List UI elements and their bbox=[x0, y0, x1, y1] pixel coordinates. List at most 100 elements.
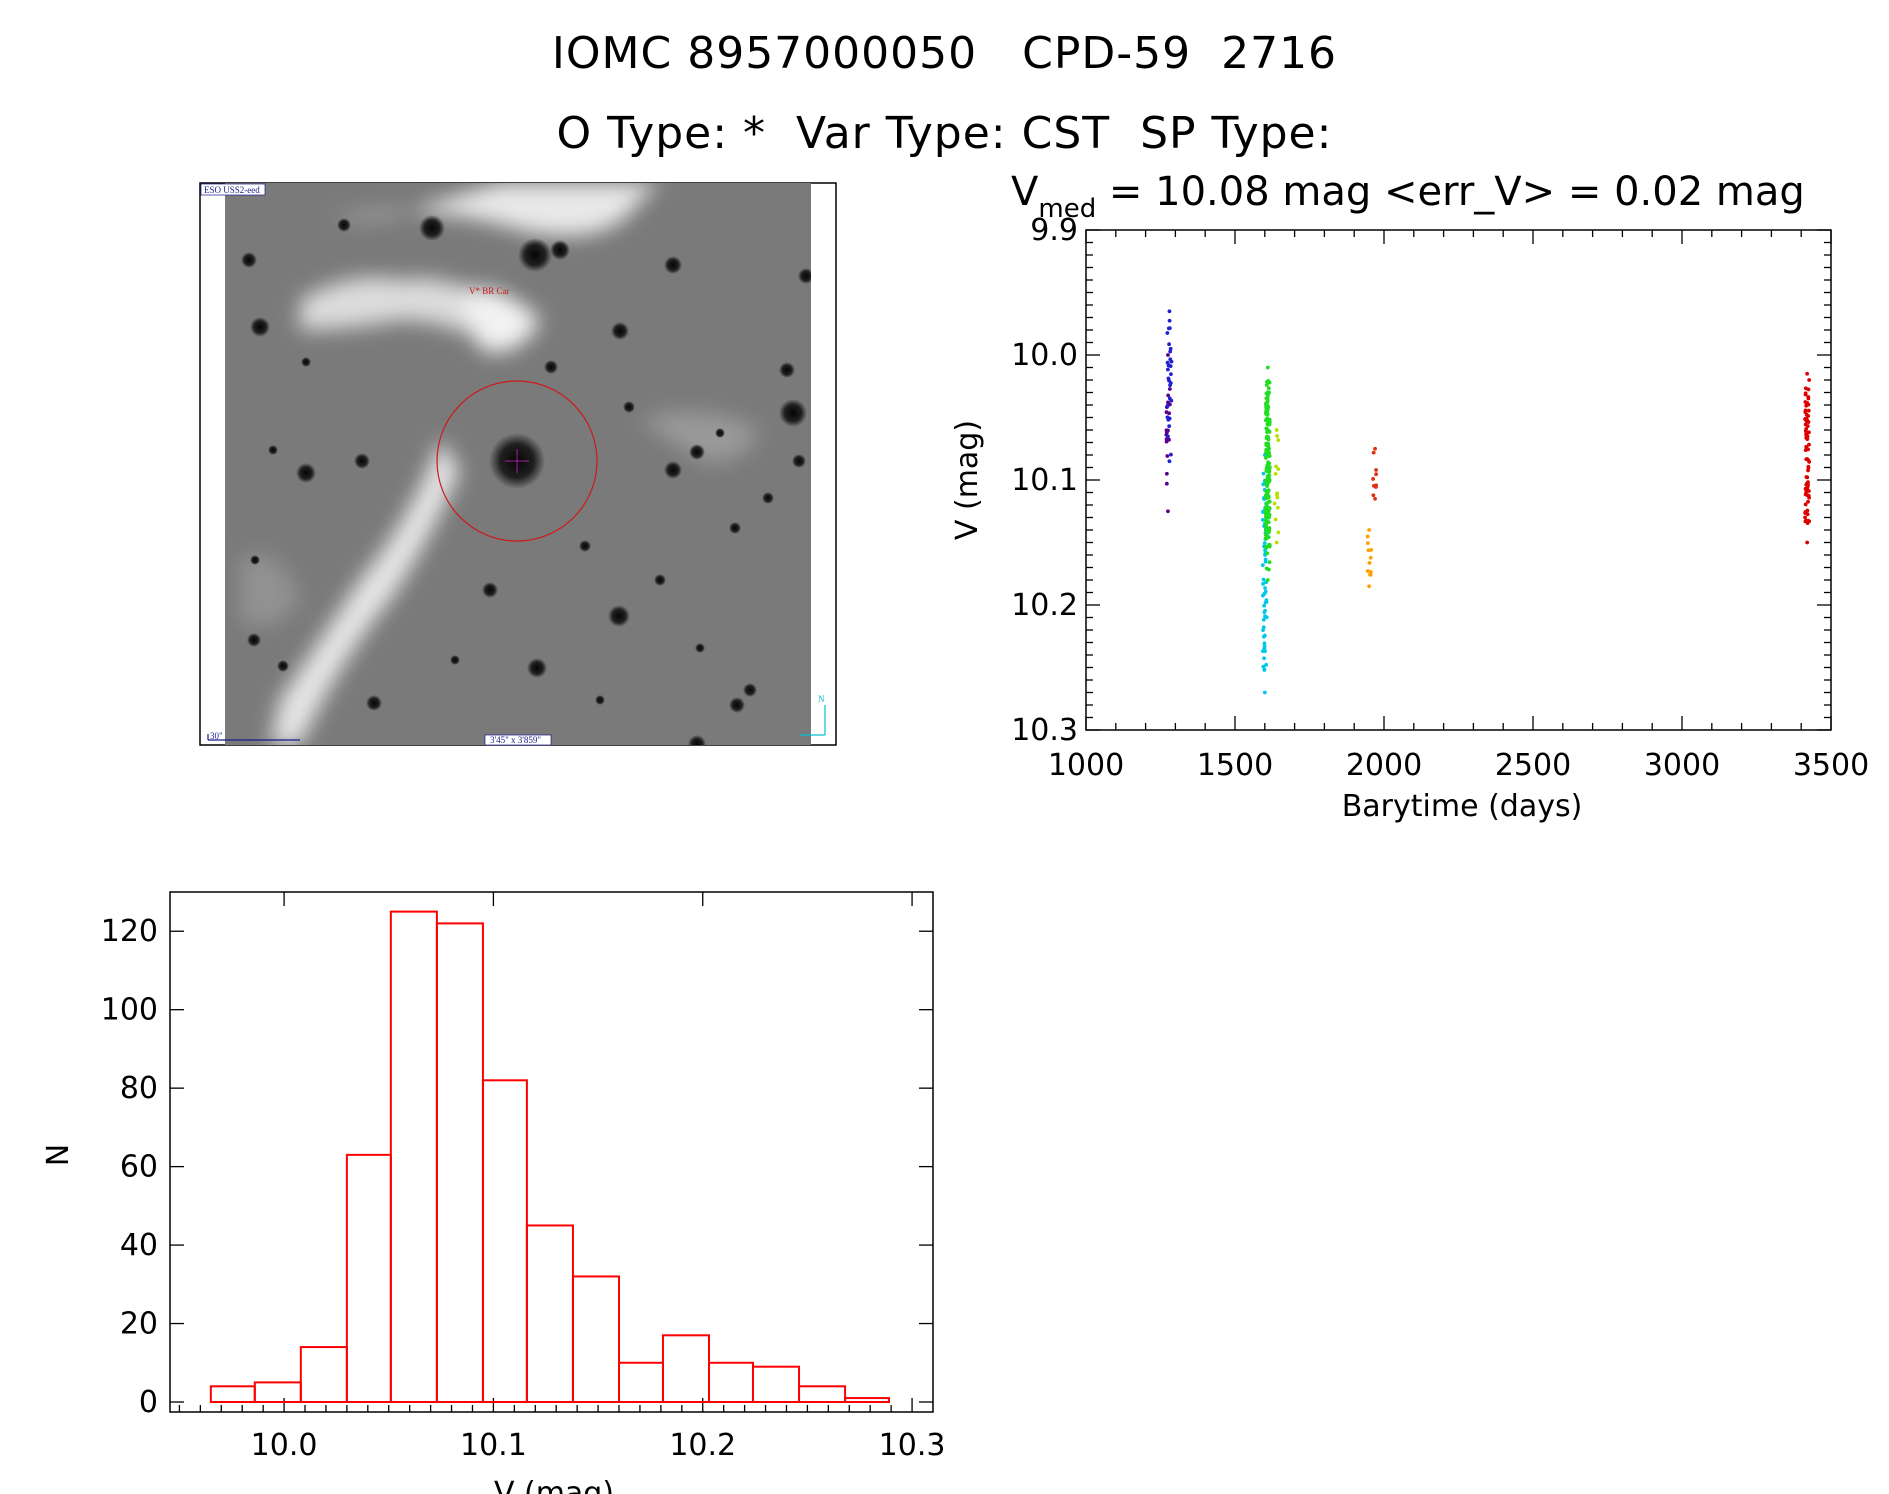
light-curve-point bbox=[1261, 634, 1266, 639]
light-curve-point bbox=[1267, 380, 1272, 385]
light-curve-ytick-label: 10.0 bbox=[1011, 338, 1078, 373]
light-curve-point bbox=[1262, 690, 1267, 695]
light-curve-point bbox=[1167, 459, 1172, 464]
light-curve-point bbox=[1803, 408, 1808, 413]
histogram-frame bbox=[169, 891, 934, 1413]
light-curve-point bbox=[1265, 430, 1269, 434]
light-curve-xlabel: Barytime (days) bbox=[1342, 789, 1583, 824]
light-curve-point bbox=[1261, 577, 1266, 582]
histogram-bar bbox=[481, 1079, 528, 1404]
scale-label: 30" bbox=[210, 731, 223, 741]
light-curve-point bbox=[1265, 412, 1270, 417]
nebula-glow bbox=[240, 183, 760, 745]
light-curve-point bbox=[1803, 502, 1808, 507]
light-curve-point bbox=[1264, 536, 1269, 541]
histogram-bar bbox=[209, 1385, 256, 1404]
light-curve-point bbox=[1263, 559, 1268, 564]
light-curve-point bbox=[1264, 443, 1269, 448]
light-curve-point bbox=[1266, 405, 1271, 410]
light-curve-point bbox=[1164, 471, 1169, 476]
histogram-bar bbox=[708, 1361, 754, 1404]
light-curve-point bbox=[1168, 349, 1173, 354]
light-curve-point bbox=[1264, 450, 1269, 455]
light-curve-point bbox=[1265, 478, 1270, 482]
histogram-bar bbox=[661, 1334, 711, 1404]
light-curve-point bbox=[1265, 416, 1270, 421]
light-curve-point bbox=[1264, 402, 1269, 407]
light-curve-point bbox=[1367, 528, 1371, 532]
light-curve-point bbox=[1164, 410, 1169, 415]
light-curve-point bbox=[1806, 480, 1810, 485]
histogram-bar bbox=[618, 1361, 664, 1404]
light-curve-point bbox=[1266, 393, 1270, 398]
light-curve-point bbox=[1262, 603, 1267, 608]
light-curve-point bbox=[1267, 454, 1272, 458]
light-curve-point bbox=[1273, 517, 1278, 522]
light-curve-point bbox=[1267, 469, 1272, 474]
light-curve-point bbox=[1263, 589, 1268, 594]
light-curve-point bbox=[1275, 495, 1280, 500]
light-curve-ylabel: V (mag) bbox=[950, 420, 985, 540]
fov-label: 3'45" x 3'859" bbox=[490, 735, 541, 745]
light-curve-point bbox=[1264, 408, 1269, 413]
light-curve-point bbox=[1265, 474, 1270, 479]
light-curve-point bbox=[1166, 417, 1171, 422]
light-curve-point bbox=[1168, 357, 1173, 362]
light-curve-point bbox=[1807, 378, 1812, 382]
light-curve-point bbox=[1264, 468, 1269, 473]
light-curve-point bbox=[1262, 644, 1267, 649]
light-curve-point bbox=[1274, 464, 1278, 469]
light-curve-point bbox=[1263, 586, 1267, 590]
survey-label: ESO USS2-eed bbox=[204, 185, 260, 195]
light-curve-point bbox=[1262, 610, 1267, 615]
light-curve-point bbox=[1371, 477, 1376, 481]
histogram-xtick-label: 10.1 bbox=[460, 1428, 527, 1463]
field-stars bbox=[241, 215, 811, 745]
light-curve-point bbox=[1264, 496, 1269, 500]
light-curve-point bbox=[1267, 543, 1272, 547]
light-curve-point bbox=[1368, 555, 1373, 560]
light-curve-point bbox=[1165, 404, 1170, 408]
light-curve-ytick-label: 10.2 bbox=[1011, 588, 1078, 623]
light-curve-point bbox=[1265, 501, 1269, 506]
light-curve-point bbox=[1803, 418, 1808, 422]
light-curve-point bbox=[1272, 501, 1277, 506]
light-curve-point bbox=[1262, 656, 1267, 661]
light-curve-point bbox=[1374, 468, 1378, 472]
light-curve-point bbox=[1169, 452, 1173, 457]
light-curve-xtick-label: 3500 bbox=[1793, 748, 1869, 783]
light-curve-point bbox=[1264, 448, 1269, 452]
light-curve-point bbox=[1167, 424, 1172, 429]
light-curve-point bbox=[1261, 581, 1265, 586]
light-curve-point bbox=[1367, 560, 1372, 565]
light-curve-point bbox=[1804, 489, 1809, 494]
light-curve-point bbox=[1266, 512, 1271, 516]
light-curve-point bbox=[1164, 430, 1169, 435]
light-curve-point bbox=[1805, 457, 1810, 461]
histogram-ytick-label: 120 bbox=[101, 914, 158, 949]
light-curve-point bbox=[1264, 383, 1269, 387]
light-curve-point bbox=[1365, 541, 1370, 546]
histogram-ylabel: N bbox=[41, 1144, 76, 1166]
light-curve-point bbox=[1266, 489, 1270, 494]
histogram-xtick-label: 10.2 bbox=[669, 1428, 736, 1463]
light-curve-point bbox=[1167, 309, 1172, 314]
light-curve-point bbox=[1276, 438, 1281, 443]
light-curve-point bbox=[1262, 667, 1267, 672]
light-curve-point bbox=[1265, 578, 1270, 582]
histogram-ytick-label: 40 bbox=[120, 1228, 158, 1263]
light-curve-point bbox=[1805, 424, 1810, 428]
light-curve-point bbox=[1804, 427, 1809, 431]
light-curve-point bbox=[1262, 641, 1267, 646]
histogram-bar bbox=[435, 922, 484, 1404]
light-curve-point bbox=[1276, 505, 1280, 510]
light-curve-point bbox=[1274, 540, 1279, 545]
light-curve-point bbox=[1804, 403, 1809, 408]
light-curve-point bbox=[1166, 353, 1170, 357]
light-curve-point bbox=[1167, 387, 1172, 391]
object-label: V* BR Car bbox=[469, 286, 510, 296]
light-curve-point bbox=[1264, 426, 1269, 431]
light-curve-point bbox=[1167, 378, 1171, 383]
light-curve-point bbox=[1167, 326, 1172, 331]
light-curve-xtick-label: 2000 bbox=[1346, 748, 1422, 783]
